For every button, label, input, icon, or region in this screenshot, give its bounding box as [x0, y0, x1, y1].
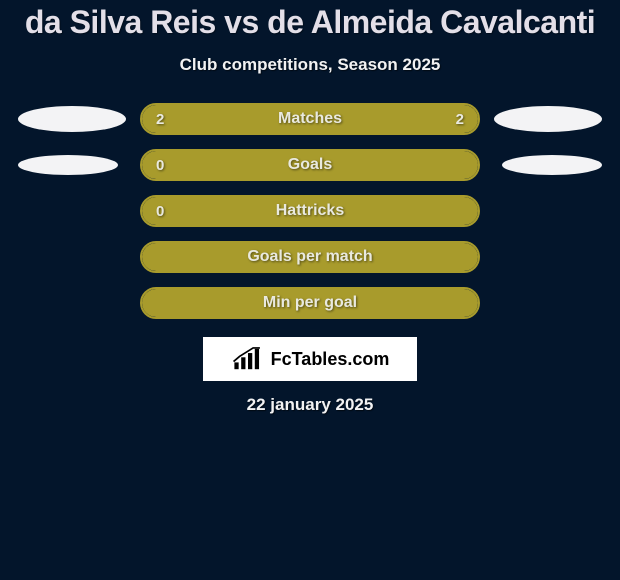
- logo-card: FcTables.com: [203, 337, 417, 381]
- stat-row: Goals0: [0, 149, 620, 181]
- bar-fill: [142, 197, 478, 225]
- bar-fill-left: [142, 105, 310, 133]
- stat-bar: Goals per match: [140, 241, 480, 273]
- comparison-infographic: da Silva Reis vs de Almeida Cavalcanti C…: [0, 0, 620, 580]
- player-ellipse-right: [494, 106, 602, 132]
- player-ellipse-left: [18, 106, 126, 132]
- stat-bar: Goals0: [140, 149, 480, 181]
- stat-bar: Hattricks0: [140, 195, 480, 227]
- bar-fill: [142, 289, 478, 317]
- bar-fill-right: [310, 105, 478, 133]
- player-ellipse-left: [18, 155, 118, 175]
- page-subtitle: Club competitions, Season 2025: [0, 55, 620, 75]
- stat-row: Hattricks0: [0, 195, 620, 227]
- stat-rows: Matches22 Goals0 Hattricks0 Goals per match…: [0, 103, 620, 319]
- stat-row: Matches22: [0, 103, 620, 135]
- stat-row: Goals per match: [0, 241, 620, 273]
- stat-bar: Min per goal: [140, 287, 480, 319]
- bar-fill: [142, 151, 478, 179]
- side-slot-left: [12, 106, 122, 132]
- player-ellipse-right: [502, 155, 602, 175]
- side-slot-right: [498, 106, 608, 132]
- date-text: 22 january 2025: [0, 395, 620, 415]
- stat-row: Min per goal: [0, 287, 620, 319]
- side-slot-left: [12, 155, 122, 175]
- bar-chart-icon: [231, 347, 265, 371]
- stat-bar: Matches22: [140, 103, 480, 135]
- side-slot-right: [498, 155, 608, 175]
- page-title: da Silva Reis vs de Almeida Cavalcanti: [0, 4, 620, 41]
- logo-text: FcTables.com: [271, 349, 390, 370]
- bar-fill: [142, 243, 478, 271]
